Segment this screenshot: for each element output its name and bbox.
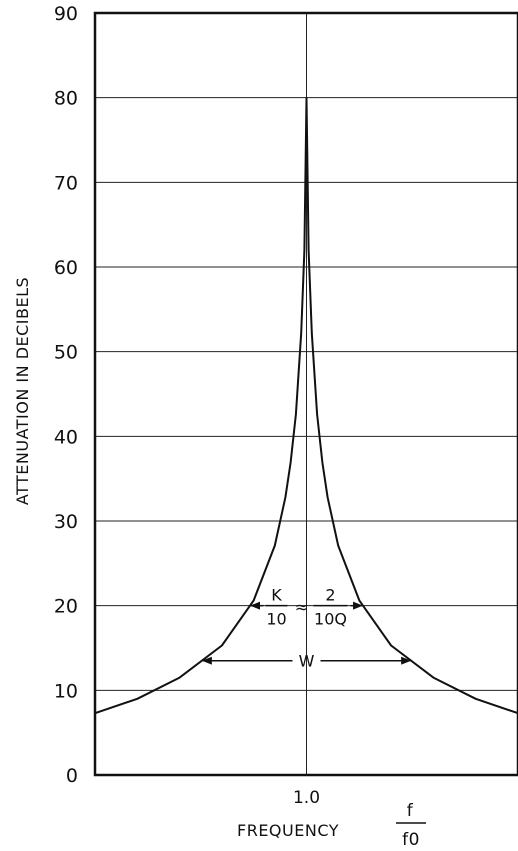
bandwidth-label: W	[299, 652, 315, 671]
y-tick-label: 50	[54, 342, 78, 364]
series-group	[94, 96, 518, 715]
formula-relation: ≈	[295, 598, 308, 617]
formula-right-denominator: 10Q	[314, 610, 347, 629]
formula-left-numerator: K	[271, 586, 282, 605]
y-tick-label: 80	[54, 88, 78, 110]
y-tick-label: 60	[54, 257, 78, 279]
y-tick-label: 40	[54, 426, 78, 448]
y-tick-label: 70	[54, 172, 78, 194]
y-tick-label: 30	[54, 511, 78, 533]
y-tick-label: 90	[54, 3, 78, 25]
x-ratio-label: f f0	[396, 801, 426, 850]
attenuation-curve	[94, 96, 518, 715]
x-ratio-numerator: f	[407, 801, 414, 821]
y-tick-label: 20	[54, 596, 78, 618]
y-tick-label: 10	[54, 680, 78, 702]
formula-right-numerator: 2	[325, 586, 335, 605]
y-axis-title: ATTENUATION IN DECIBELS	[13, 277, 32, 505]
x-tick-label: 1.0	[293, 788, 320, 808]
formula-left-denominator: 10	[266, 610, 286, 629]
x-tick-labels: 1.0	[293, 788, 320, 808]
annotations: K 10 ≈2 10Q W	[201, 586, 412, 671]
y-tick-label: 0	[66, 765, 78, 787]
x-axis-title: FREQUENCY	[237, 821, 339, 840]
grid-lines	[95, 13, 518, 775]
x-ratio-denominator: f0	[402, 830, 420, 850]
plot-frame	[93, 11, 518, 777]
y-tick-labels: 0 10 20 30 40 50 60 70 80 90	[54, 3, 78, 787]
